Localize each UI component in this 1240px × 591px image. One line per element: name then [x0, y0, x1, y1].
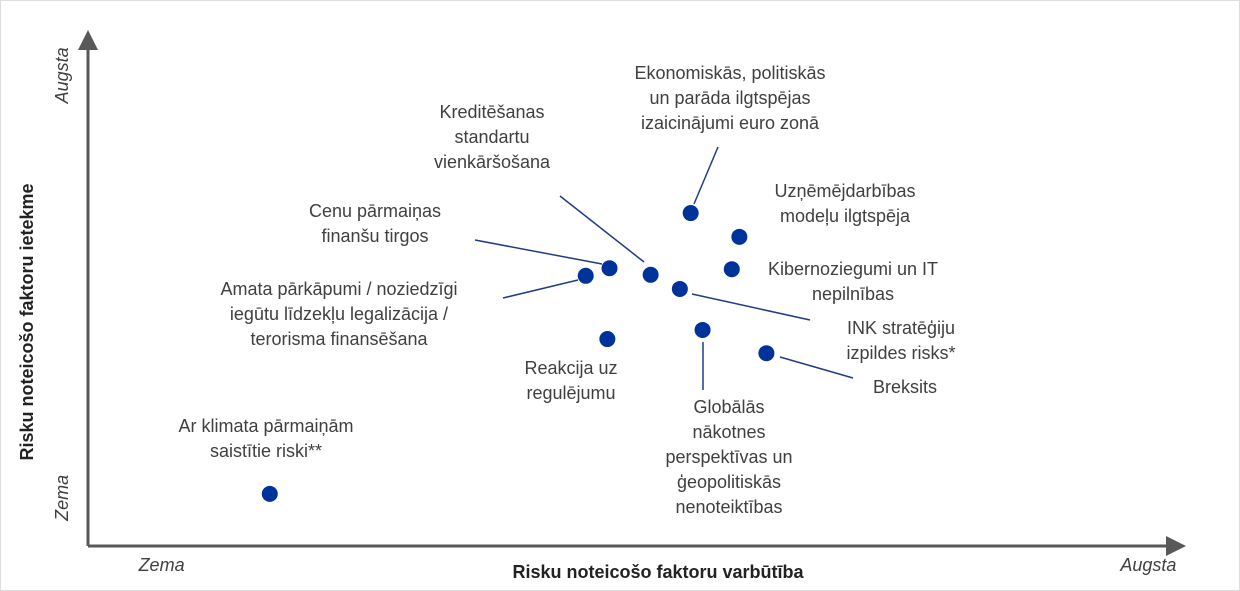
point-label: ģeopolitiskās	[677, 472, 781, 492]
point	[601, 260, 618, 277]
point-label: vienkāršošana	[434, 152, 551, 172]
point-label: regulējumu	[526, 383, 615, 403]
leader-line	[691, 293, 811, 321]
point-label: Globālās	[693, 397, 764, 417]
point-label: Cenu pārmaiņas	[309, 201, 441, 221]
y-axis-arrow	[78, 30, 98, 50]
point	[642, 266, 659, 283]
point	[723, 261, 740, 278]
point-label: un parāda ilgtspējas	[649, 88, 810, 108]
x-tick-label: Zema	[138, 555, 185, 575]
leader-line	[474, 239, 603, 265]
point-label: iegūtu līdzekļu legalizācija /	[230, 304, 448, 324]
point-label: Reakcija uz	[524, 358, 617, 378]
point-label: nenoteiktības	[675, 497, 782, 517]
point-label: standartu	[454, 127, 529, 147]
leader-line	[693, 146, 719, 205]
point	[599, 331, 616, 348]
point-label: modeļu ilgtspēja	[780, 206, 911, 226]
point-label: INK stratēģiju	[847, 318, 955, 338]
point-label: Breksits	[873, 377, 937, 397]
y-axis-title: Risku noteicošo faktoru ietekme	[17, 183, 37, 460]
x-axis-title: Risku noteicošo faktoru varbūtība	[512, 562, 804, 582]
point-label: nepilnības	[812, 284, 894, 304]
point-label: izaicinājumi euro zonā	[641, 113, 820, 133]
x-axis-arrow	[1166, 536, 1186, 556]
point	[682, 205, 699, 222]
point-label: finanšu tirgos	[321, 226, 428, 246]
point-label: Amata pārkāpumi / noziedzīgi	[220, 279, 457, 299]
point-label: terorisma finansēšana	[250, 329, 428, 349]
point-label: Ar klimata pārmaiņām	[178, 416, 353, 436]
point	[261, 485, 278, 502]
point	[694, 321, 711, 338]
y-tick-label: Augsta	[52, 47, 72, 104]
point	[671, 280, 688, 297]
leader-line	[502, 279, 579, 299]
point	[731, 228, 748, 245]
y-tick-label: Zema	[52, 475, 72, 522]
point-label: izpildes risks*	[846, 343, 955, 363]
leader-line	[559, 195, 645, 263]
point-label: nākotnes	[692, 422, 765, 442]
point	[758, 345, 775, 362]
point-label: saistītie riski**	[210, 441, 322, 461]
x-tick-label: Augsta	[1119, 555, 1176, 575]
point-label: Kreditēšanas	[439, 102, 544, 122]
point-label: Uzņēmējdarbības	[774, 181, 915, 201]
leader-line	[779, 356, 854, 379]
point-label: perspektīvas un	[665, 447, 792, 467]
point-label: Ekonomiskās, politiskās	[634, 63, 825, 83]
point	[577, 267, 594, 284]
point-label: Kibernoziegumi un IT	[768, 259, 938, 279]
